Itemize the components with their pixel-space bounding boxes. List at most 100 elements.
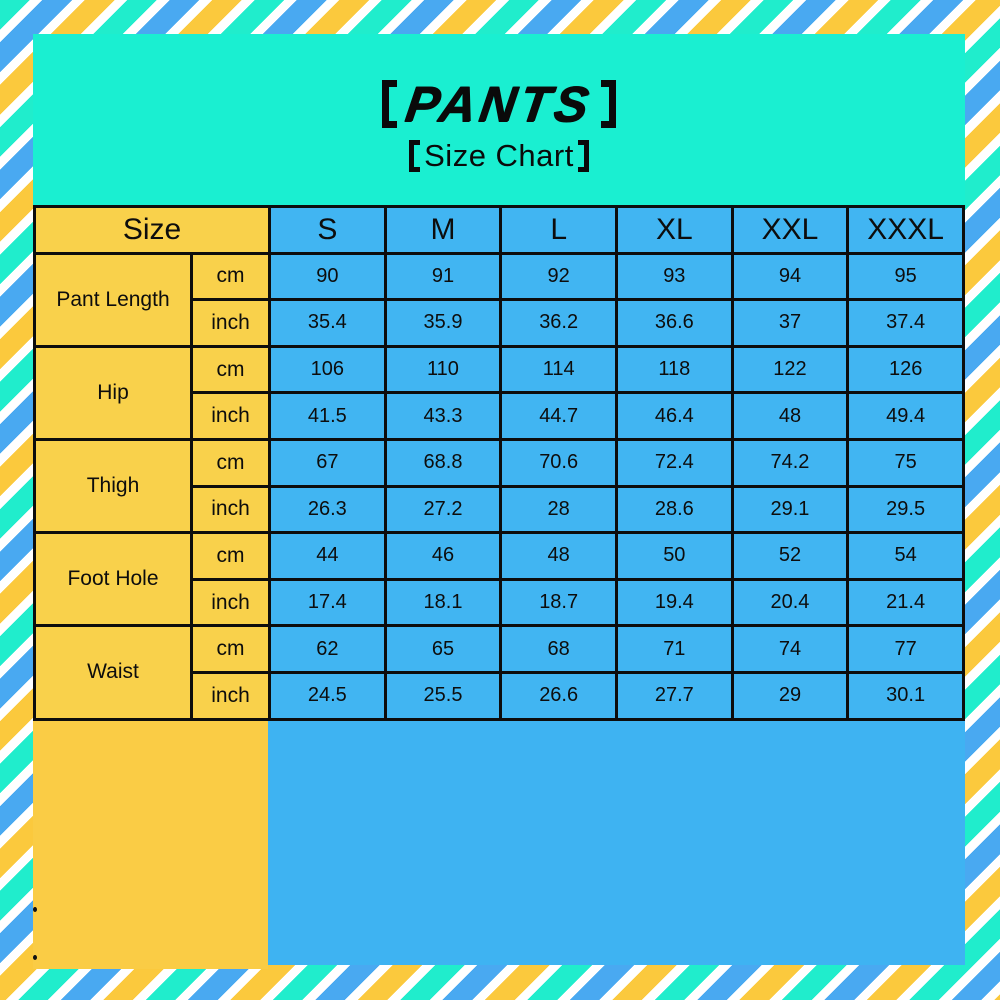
table-row: Pant Length cm 90 91 92 93 94 95 [33,251,965,348]
unit-cell: inch [189,391,272,441]
value-cell: 46.4 [614,391,734,441]
value-cell: 24.5 [268,670,387,721]
row-label-waist: Waist [33,624,193,721]
column-header-m: M [383,205,503,255]
unit-cell: cm [189,531,272,581]
value-cell: 18.1 [383,577,503,628]
value-cell: 48 [499,531,618,581]
value-cell: 62 [268,624,387,674]
value-cell: 65 [383,624,503,674]
main-title: PANTS [382,75,616,133]
unit-cell: cm [189,344,272,395]
row-label-foot-hole: Foot Hole [33,531,193,628]
value-cell: 29.1 [730,484,850,535]
value-cell: 92 [499,251,618,302]
subtitle: Size Chart [409,138,589,174]
value-cell: 74.2 [730,437,850,488]
value-cell: 35.9 [383,298,503,348]
value-cell: 72.4 [614,437,734,488]
size-chart-card: PANTS Size Chart Size S M L XL XXL XXXL [32,34,965,969]
value-cell: 114 [499,344,618,395]
value-cell: 94 [730,251,850,302]
value-cell: 49.4 [846,391,965,441]
title-text: PANTS [402,76,596,132]
value-cell: 17.4 [268,577,387,628]
value-cell: 36.2 [499,298,618,348]
lower-panel [33,720,965,969]
value-cell: 70.6 [499,437,618,488]
value-cell: 26.3 [268,484,387,535]
value-cell: 52 [730,531,850,581]
value-cell: 35.4 [268,298,387,348]
unit-cell: cm [189,251,272,302]
value-cell: 71 [614,624,734,674]
value-cell: 110 [383,344,503,395]
value-cell: 37 [730,298,850,348]
value-cell: 74 [730,624,850,674]
unit-cell: cm [189,624,272,674]
value-cell: 20.4 [730,577,850,628]
table-row: inch 41.5 43.3 44.7 46.4 48 49.4 [35,391,965,441]
column-header-l: L [499,205,618,255]
value-cell: 48 [730,391,850,441]
unit-cell: inch [189,670,272,721]
value-cell: 93 [614,251,734,302]
value-cell: 126 [846,344,965,395]
value-cell: 75 [846,437,965,488]
close-bracket-icon [600,80,616,128]
value-cell: 44 [268,531,387,581]
value-cell: 54 [846,531,965,581]
header-row: Size S M L XL XXL XXXL [32,205,965,255]
table-row: Foot Hole cm 44 46 48 50 52 54 [33,531,965,628]
value-cell: 29.5 [846,484,965,535]
ink-speck [33,954,37,960]
value-cell: 27.7 [614,670,734,721]
value-cell: 50 [614,531,734,581]
value-cell: 27.2 [383,484,503,535]
unit-cell: inch [189,298,272,348]
table-row: inch 35.4 35.9 36.2 36.6 37 37.4 [35,298,965,348]
blue-block [268,720,965,965]
value-cell: 118 [614,344,734,395]
value-cell: 46 [383,531,503,581]
column-header-xxl: XXL [730,205,850,255]
value-cell: 106 [268,344,387,395]
ink-speck [33,906,37,912]
open-bracket-icon [409,140,421,172]
row-label-hip: Hip [33,344,193,441]
column-header-xl: XL [614,205,734,255]
value-cell: 26.6 [499,670,618,721]
column-header-s: S [268,205,387,255]
value-cell: 30.1 [846,670,965,721]
subtitle-text: Size Chart [424,138,574,173]
value-cell: 68 [499,624,618,674]
table-row: inch 17.4 18.1 18.7 19.4 20.4 21.4 [35,577,965,628]
unit-cell: inch [189,577,272,628]
row-label-pant-length: Pant Length [33,251,193,348]
close-bracket-icon [577,140,589,172]
table-row: inch 24.5 25.5 26.6 27.7 29 30.1 [35,670,965,721]
size-header-cell: Size [32,205,272,255]
value-cell: 21.4 [846,577,965,628]
table-row: Waist cm 62 65 68 71 74 77 [33,624,965,721]
size-chart-table: Size S M L XL XXL XXXL Pant Length cm 90… [32,205,965,721]
value-cell: 28.6 [614,484,734,535]
value-cell: 68.8 [383,437,503,488]
title-banner: PANTS Size Chart [33,34,965,205]
value-cell: 18.7 [499,577,618,628]
row-label-thigh: Thigh [33,437,193,535]
table-row: Thigh cm 67 68.8 70.6 72.4 74.2 75 [33,437,965,535]
yellow-block [33,720,268,969]
unit-cell: cm [189,437,272,488]
value-cell: 95 [846,251,965,302]
value-cell: 44.7 [499,391,618,441]
column-header-xxxl: XXXL [846,205,965,255]
value-cell: 25.5 [383,670,503,721]
value-cell: 36.6 [614,298,734,348]
unit-cell: inch [189,484,272,535]
value-cell: 37.4 [846,298,965,348]
table-row: inch 26.3 27.2 28 28.6 29.1 29.5 [35,484,965,535]
value-cell: 91 [383,251,503,302]
table-row: Hip cm 106 110 114 118 122 126 [33,344,965,441]
value-cell: 29 [730,670,850,721]
